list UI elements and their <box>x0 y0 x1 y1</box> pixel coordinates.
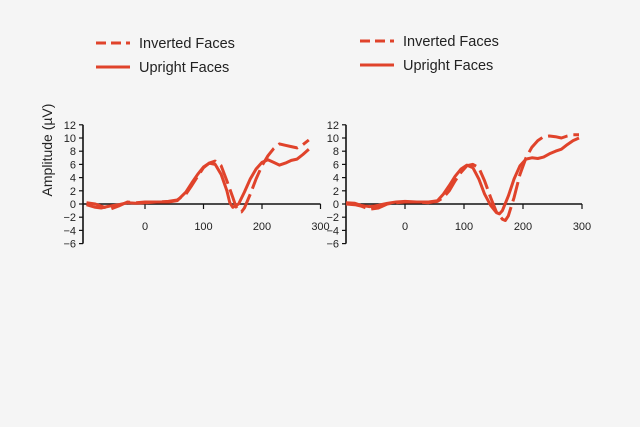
left-x-tick-label: 100 <box>194 221 212 233</box>
right-x-tick-label: 200 <box>514 221 532 233</box>
right-y-tick-label: −6 <box>326 239 339 251</box>
left-x-tick-label: 300 <box>311 221 329 233</box>
left-y-tick-label: 0 <box>70 199 76 211</box>
left-y-tick-label: −4 <box>63 225 76 237</box>
left-y-tick-label: 4 <box>70 173 76 185</box>
right-x-tick-label: 100 <box>455 221 473 233</box>
left-x-tick-label: 200 <box>253 221 271 233</box>
left-y-tick-label: 6 <box>70 159 76 171</box>
left-legend-label: Inverted Faces <box>139 36 235 52</box>
left-y-tick-label: 12 <box>64 120 76 132</box>
right-y-tick-label: −2 <box>326 212 339 224</box>
right-y-tick-label: 8 <box>333 146 339 158</box>
right-y-tick-label: 0 <box>333 199 339 211</box>
right-y-tick-label: 2 <box>333 186 339 198</box>
left-legend-label: Upright Faces <box>139 60 229 76</box>
right-x-tick-label: 0 <box>402 221 408 233</box>
left-y-tick-label: −6 <box>63 239 76 251</box>
right-x-tick-label: 300 <box>573 221 591 233</box>
left-series-upright-faces <box>86 148 310 210</box>
right-series-upright-faces <box>345 136 580 216</box>
left-y-tick-label: 8 <box>70 146 76 158</box>
left-y-tick-label: 2 <box>70 186 76 198</box>
left-y-tick-label: 10 <box>64 133 76 145</box>
right-legend-label: Upright Faces <box>403 58 493 74</box>
right-series-inverted-faces <box>345 133 579 222</box>
y-axis-label: Amplitude (µV) <box>39 104 55 197</box>
left-y-tick-label: −2 <box>63 212 76 224</box>
right-y-tick-label: 12 <box>327 120 339 132</box>
right-y-tick-label: 6 <box>333 159 339 171</box>
left-x-tick-label: 0 <box>142 221 148 233</box>
left-series-inverted-faces <box>86 138 310 214</box>
right-y-tick-label: 10 <box>327 133 339 145</box>
right-y-tick-label: 4 <box>333 173 339 185</box>
right-legend-label: Inverted Faces <box>403 34 499 50</box>
right-y-tick-label: −4 <box>326 225 339 237</box>
